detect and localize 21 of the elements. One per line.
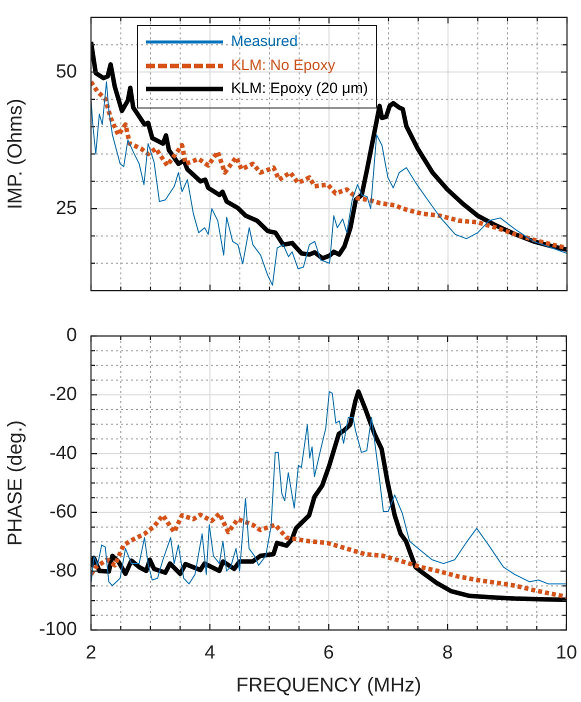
x-tick-label: 2 (86, 642, 96, 664)
x-tick-label: 6 (323, 642, 334, 664)
y-tick-label: -100 (38, 619, 77, 640)
series-label: KLM: Epoxy (20 μm) (231, 80, 368, 98)
y-tick-label: 0 (66, 325, 77, 346)
y-tick-label: -40 (50, 442, 77, 464)
y-axis-title: IMP. (Ohms) (4, 98, 27, 210)
x-tick-label: 10 (556, 642, 578, 664)
y-tick-label: -60 (50, 502, 77, 523)
text: KLM: No Epoxy (231, 57, 336, 74)
line-series (91, 80, 567, 250)
text: Measured (231, 33, 298, 50)
y-tick-label: 25 (56, 198, 77, 219)
x-tick-label: 4 (204, 642, 216, 664)
y-axis-title: PHASE (deg.) (4, 420, 27, 546)
y-tick-label: 50 (56, 61, 77, 82)
line-series (91, 511, 566, 600)
y-tick-label: -80 (50, 560, 77, 582)
x-tick-label: 8 (442, 642, 453, 664)
y-tick-label: -20 (50, 384, 77, 406)
x-axis-title: FREQUENCY (MHz) (236, 674, 422, 697)
